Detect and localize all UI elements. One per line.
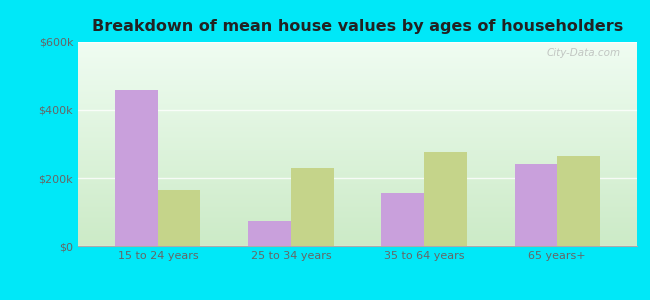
Bar [424,152,467,246]
Bar [557,156,600,246]
Bar [158,190,200,246]
Text: City-Data.com: City-Data.com [546,48,620,58]
Title: Breakdown of mean house values by ages of householders: Breakdown of mean house values by ages o… [92,19,623,34]
Bar [248,220,291,246]
Bar [515,164,557,246]
Bar [382,193,424,246]
Bar [115,90,158,246]
Bar [291,168,333,246]
